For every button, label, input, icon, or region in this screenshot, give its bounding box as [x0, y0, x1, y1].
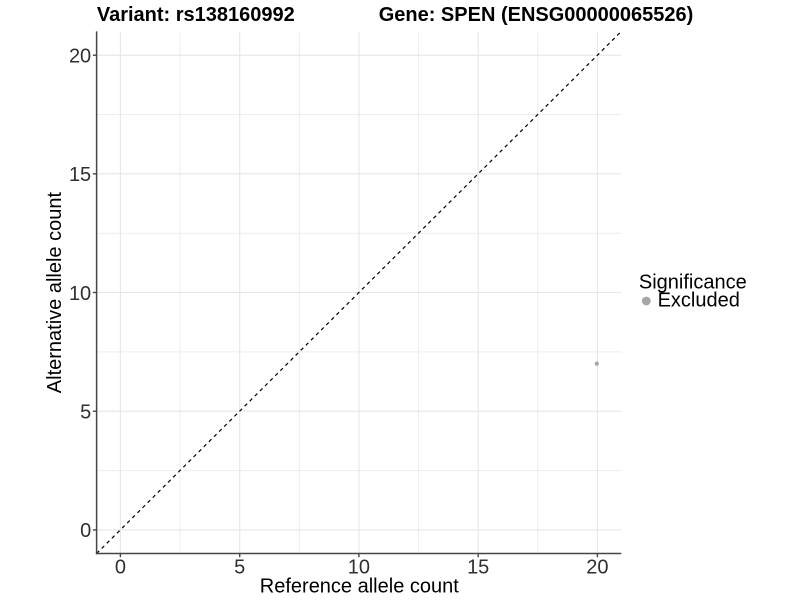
- svg-text:Excluded: Excluded: [658, 290, 740, 312]
- svg-text:5: 5: [234, 557, 245, 579]
- svg-text:15: 15: [69, 164, 91, 186]
- svg-text:0: 0: [115, 557, 126, 579]
- svg-text:0: 0: [80, 520, 91, 542]
- svg-text:15: 15: [467, 557, 489, 579]
- svg-text:Variant: rs138160992: Variant: rs138160992: [97, 4, 295, 26]
- svg-text:5: 5: [80, 402, 91, 424]
- svg-text:Gene: SPEN (ENSG00000065526): Gene: SPEN (ENSG00000065526): [379, 4, 694, 26]
- svg-text:Alternative allele count: Alternative allele count: [44, 192, 66, 394]
- svg-text:10: 10: [348, 557, 370, 579]
- svg-text:Significance: Significance: [639, 271, 747, 293]
- svg-text:Reference allele count: Reference allele count: [260, 576, 459, 598]
- svg-text:20: 20: [69, 46, 91, 68]
- svg-text:10: 10: [69, 283, 91, 305]
- svg-text:20: 20: [586, 557, 608, 579]
